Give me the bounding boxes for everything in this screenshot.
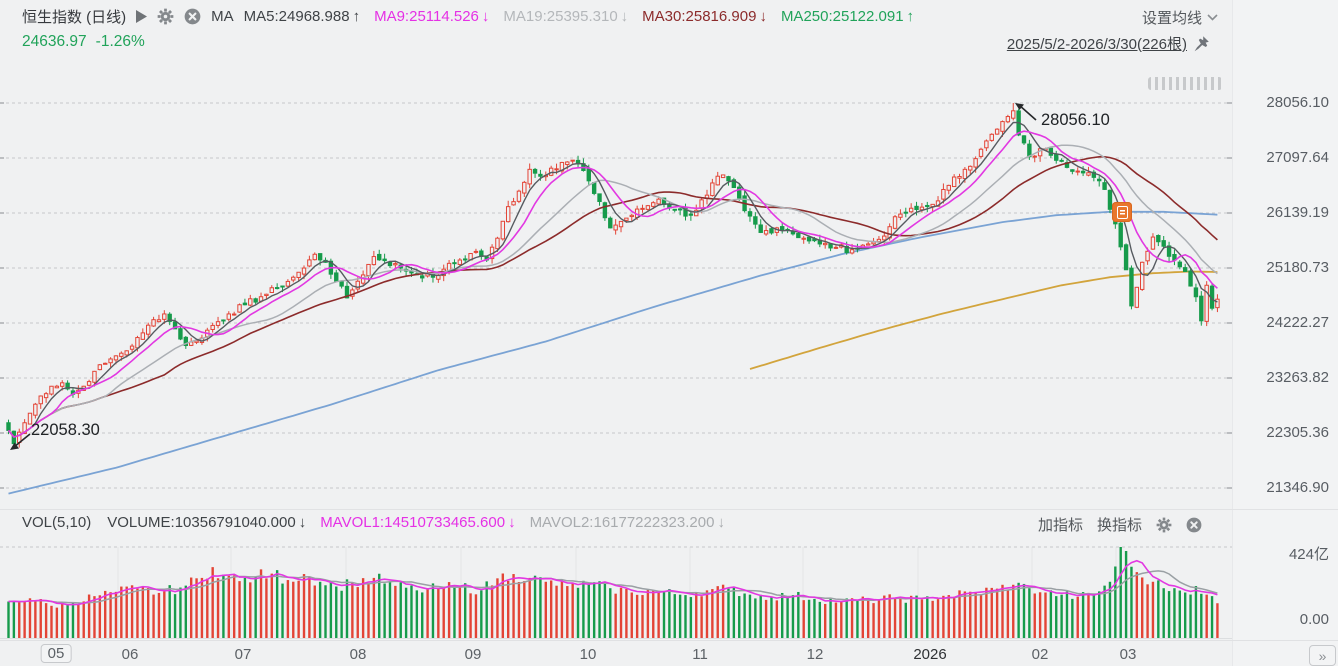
legend-item: VOLUME:10356791040.000 ↓ [107, 514, 307, 531]
set-ma-label: 设置均线 [1141, 10, 1202, 27]
news-marker-icon[interactable] [1112, 202, 1132, 222]
volume-gear-icon[interactable] [1156, 517, 1172, 533]
volume-close-icon[interactable] [1186, 517, 1202, 533]
legend-item: MA9:25114.526 ↓ [374, 7, 490, 25]
high-annotation: 28056.10 [1041, 111, 1110, 129]
quote-change: -1.26% [95, 33, 145, 50]
quote: 24636.97 -1.26% [22, 33, 145, 51]
price-axis-label: 22305.36 [1266, 424, 1329, 441]
volume-header-actions: 加指标 换指标 [1038, 514, 1202, 535]
chart-title: 恒生指数 (日线) [22, 8, 127, 26]
document-glyph [1116, 205, 1128, 219]
set-ma-button[interactable]: 设置均线 [1142, 7, 1218, 28]
date-range: 2025/5/2-2026/3/30(226根) [1007, 33, 1210, 54]
ma-group-label: MA [211, 7, 234, 25]
candle-density-strip[interactable] [1148, 77, 1222, 90]
price-axis-label: 27097.64 [1266, 149, 1329, 166]
volume-legend: VOLUME:10356791040.000 ↓ MAVOL1:1451073346… [107, 514, 725, 531]
price-axis: 28056.10 27097.64 26139.19 25180.73 24222.27… [1232, 0, 1338, 666]
chevron-down-icon [1207, 14, 1218, 21]
x-axis-label: 05 [40, 644, 72, 663]
x-axis-label: 09 [464, 646, 482, 663]
x-axis-label: 2026 [913, 646, 947, 663]
volume-axis-max: 424亿 [1288, 546, 1329, 563]
ma-legend: MA5:24968.988 ↑ MA9:25114.526 ↓ MA19:25395.3… [244, 8, 914, 25]
play-icon[interactable] [136, 9, 148, 23]
x-axis-label: 08 [349, 646, 367, 663]
gear-icon[interactable] [157, 8, 174, 25]
x-axis-label: 07 [234, 646, 252, 663]
legend-item: MA5:24968.988 ↑ [243, 7, 361, 25]
quote-price: 24636.97 [22, 33, 87, 50]
legend-item: MA30:25816.909 ↓ [642, 7, 767, 25]
price-axis-label: 25180.73 [1266, 259, 1329, 276]
volume-axis-min: 0.00 [1299, 611, 1329, 628]
price-chart-canvas[interactable] [0, 58, 1232, 508]
low-annotation: 22058.30 [31, 421, 100, 439]
x-axis-label: 06 [121, 646, 139, 663]
x-axis: 05 06 07 08 09 10 11 12 2026 02 03 [0, 640, 1338, 666]
pin-icon[interactable] [1193, 35, 1210, 52]
x-axis-label: 03 [1119, 646, 1137, 663]
price-axis-label: 21346.90 [1266, 479, 1329, 496]
legend-item: MAVOL1:14510733465.600 ↓ [320, 514, 516, 531]
x-axis-label: 02 [1031, 646, 1049, 663]
price-axis-label: 26139.19 [1266, 204, 1329, 221]
legend-item: MA250:25122.091 ↑ [780, 7, 915, 25]
volume-header: VOL(5,10) VOLUME:10356791040.000 ↓ MAVOL1:… [22, 514, 725, 531]
legend-item: MAVOL2:16177222323.200 ↓ [529, 514, 725, 531]
close-icon[interactable] [184, 8, 201, 25]
chart-header: 恒生指数 (日线) MA MA5:24968.988 ↑ MA9:25114.526… [22, 5, 914, 27]
legend-item: MA19:25395.310 ↓ [503, 7, 629, 25]
x-axis-label: 10 [579, 646, 597, 663]
vol-indicator-label: VOL(5,10) [22, 514, 92, 531]
next-page-button[interactable]: » [1309, 645, 1336, 666]
panel-divider [0, 509, 1338, 510]
x-axis-label: 12 [806, 646, 824, 663]
add-indicator-button[interactable]: 加指标 [1038, 517, 1084, 534]
date-range-link[interactable]: 2025/5/2-2026/3/30(226根) [1006, 36, 1187, 53]
price-axis-label: 28056.10 [1266, 94, 1329, 111]
price-axis-label: 23263.82 [1266, 369, 1329, 386]
switch-indicator-button[interactable]: 换指标 [1097, 517, 1143, 534]
price-axis-label: 24222.27 [1266, 314, 1329, 331]
volume-chart-canvas[interactable] [0, 543, 1232, 639]
x-axis-label: 11 [692, 646, 708, 663]
